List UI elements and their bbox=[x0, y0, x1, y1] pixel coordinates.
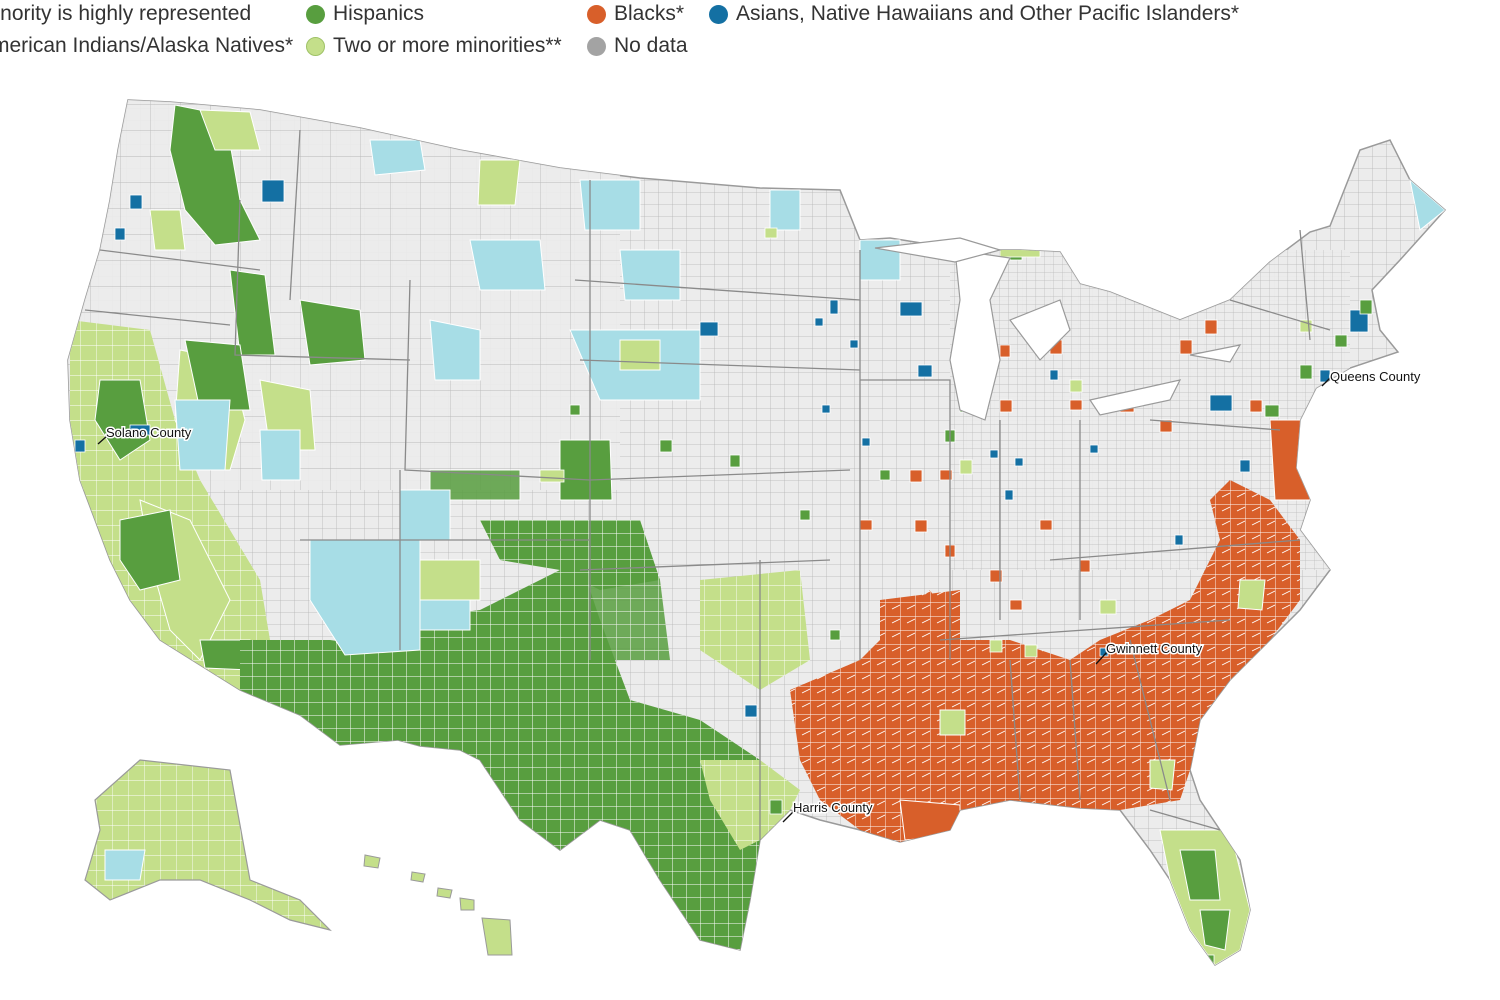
callout-harris: Harris County bbox=[782, 799, 874, 823]
legend-label-american-indians: American Indians/Alaska Natives* bbox=[0, 34, 294, 57]
county-map: Solano County Queens County Gwinnett Cou… bbox=[67, 99, 1446, 966]
legend-label-highly-represented: minority is highly represented bbox=[0, 2, 252, 25]
legend-swatch-blacks bbox=[587, 4, 606, 24]
state-borders bbox=[84, 129, 1331, 840]
svg-text:Harris County: Harris County bbox=[793, 800, 873, 815]
alaska bbox=[84, 759, 332, 932]
legend-label-no-data: No data bbox=[614, 34, 688, 57]
callout-solano: Solano County bbox=[97, 424, 193, 445]
svg-text:Queens County: Queens County bbox=[1330, 369, 1421, 384]
legend-item-asians: Asians, Native Hawaiians and Other Pacif… bbox=[709, 2, 1239, 26]
great-lakes bbox=[874, 237, 1242, 421]
legend-item-no-data: No data bbox=[587, 34, 688, 58]
county-fills bbox=[68, 100, 1445, 965]
legend-swatch-two-or-more bbox=[306, 36, 325, 56]
callout-gwinnett: Gwinnett County bbox=[1095, 640, 1204, 665]
legend-swatch-asians bbox=[709, 4, 728, 24]
legend-item-american-indians: American Indians/Alaska Natives* bbox=[0, 34, 293, 58]
legend-label-hispanics: Hispanics bbox=[333, 2, 425, 25]
callout-queens: Queens County bbox=[1321, 368, 1422, 387]
legend-item-highly-represented: minority is highly represented bbox=[0, 2, 290, 26]
svg-text:Gwinnett County: Gwinnett County bbox=[1106, 641, 1203, 656]
legend-item-two-or-more: Two or more minorities** bbox=[306, 34, 562, 58]
legend-item-blacks: Blacks* bbox=[587, 2, 684, 26]
legend-label-asians: Asians, Native Hawaiians and Other Pacif… bbox=[736, 2, 1240, 25]
legend-swatch-no-data bbox=[587, 36, 606, 56]
legend-swatch-hispanics bbox=[306, 4, 325, 24]
legend-label-blacks: Blacks* bbox=[614, 2, 685, 25]
map-legend: minority is highly represented Hispanics… bbox=[0, 0, 1500, 70]
legend-item-hispanics: Hispanics bbox=[306, 2, 424, 26]
hawaii bbox=[363, 854, 513, 956]
legend-label-two-or-more: Two or more minorities** bbox=[333, 34, 562, 57]
svg-text:Solano County: Solano County bbox=[106, 425, 192, 440]
